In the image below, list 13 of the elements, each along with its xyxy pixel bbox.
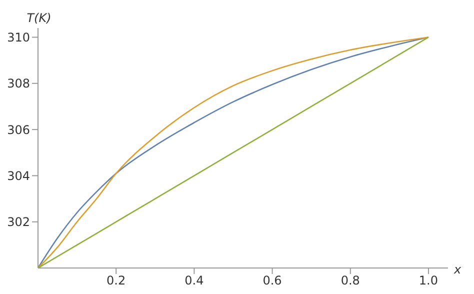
- x-tick-label: 0.2: [106, 274, 126, 288]
- line-series: [38, 36, 430, 268]
- y-tick-label: 304: [7, 168, 30, 183]
- x-tick-label: 0.4: [184, 274, 204, 288]
- x-tick-label: 0.8: [340, 274, 360, 288]
- y-tick-label: 308: [7, 76, 30, 91]
- x-tick-label: 1.0: [418, 274, 438, 288]
- y-axis-title: T(K): [26, 11, 52, 25]
- y-tick-label: 302: [7, 215, 30, 230]
- y-tick-label: 310: [7, 30, 30, 44]
- y-tick-label: 306: [7, 122, 30, 137]
- x-tick-label: 0.6: [262, 274, 282, 288]
- x-axis-title: x: [453, 262, 462, 276]
